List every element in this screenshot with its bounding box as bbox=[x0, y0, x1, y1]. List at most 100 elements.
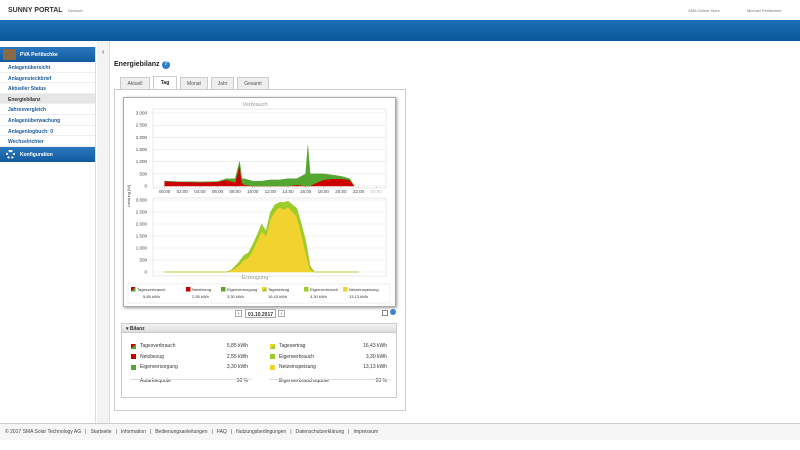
bilanz-header[interactable]: ▾ Bilanz bbox=[122, 324, 396, 333]
gear-icon bbox=[6, 149, 15, 159]
store-link[interactable]: SMA Online Store bbox=[688, 8, 720, 13]
x-tick-label: 02:00 bbox=[177, 189, 189, 194]
legend-icon bbox=[343, 287, 348, 292]
x-tick-label: 20:00 bbox=[335, 189, 347, 194]
chart-title: Erzeugung bbox=[242, 275, 269, 281]
menu-item[interactable]: Energiebilanz bbox=[0, 93, 95, 105]
menu-item[interactable]: Wechselrichter bbox=[0, 136, 95, 147]
bilanz-label: Eigenversorgung bbox=[140, 364, 178, 370]
menu-item[interactable]: Anlagenübersicht bbox=[0, 62, 95, 73]
x-tick-label: 08:00 bbox=[230, 189, 242, 194]
top-bar: SUNNY PORTAL Deutsch SMA Online Store Mi… bbox=[0, 0, 800, 20]
x-tick-label: 18:00 bbox=[318, 189, 330, 194]
menu-item[interactable]: Aktueller Status bbox=[0, 83, 95, 94]
sidebar: PVA Perlitschke Anlagenübersicht Anlagens… bbox=[0, 47, 96, 423]
footer-link[interactable]: Bedienungsanleitungen bbox=[146, 429, 208, 435]
menu-item[interactable]: Anlagenüberwachung bbox=[0, 115, 95, 126]
bilanz-label: Tagesertrag bbox=[279, 343, 306, 349]
bilanz-value: 5,85 kWh bbox=[226, 343, 248, 349]
menu-item[interactable]: Anlagensteckbrief bbox=[0, 73, 95, 84]
x-tick-label: 22:00 bbox=[353, 189, 365, 194]
legend-icon bbox=[304, 287, 309, 292]
export-icon[interactable] bbox=[382, 310, 388, 316]
legend-box bbox=[127, 283, 391, 304]
tab[interactable]: Gesamt bbox=[237, 77, 269, 89]
y-tick-label: 3.000 bbox=[136, 198, 148, 203]
bilanz-label: Netzbezug bbox=[140, 353, 164, 360]
legend-value: 5,85 kWh bbox=[143, 294, 160, 299]
config-header[interactable]: Konfiguration bbox=[0, 146, 95, 162]
legend-icon bbox=[270, 343, 275, 349]
y-tick-label: 500 bbox=[139, 171, 147, 176]
logo: SUNNY PORTAL bbox=[8, 7, 63, 14]
bilanz-label: Tagesverbrauch bbox=[140, 343, 176, 349]
help-icon[interactable]: ? bbox=[162, 61, 170, 69]
legend-icon bbox=[131, 364, 136, 370]
legend-label: Tagesverbrauch bbox=[137, 287, 165, 292]
legend-label: Netzbezug bbox=[192, 287, 211, 292]
bilanz-value: 56 % bbox=[236, 377, 248, 384]
bilanz-value: 3,30 kWh bbox=[365, 353, 387, 360]
bilanz-rule bbox=[130, 379, 252, 380]
next-day[interactable]: › bbox=[278, 310, 285, 317]
blue-band bbox=[0, 20, 800, 41]
tab[interactable]: Jahr bbox=[211, 77, 234, 89]
bilanz-value: 3,30 kWh bbox=[226, 364, 248, 370]
menu-item[interactable]: Jahresvergleich bbox=[0, 104, 95, 115]
copyright: © 2017 SMA Solar Technology AG bbox=[5, 429, 82, 435]
footer: © 2017 SMA Solar Technology AGStartseite… bbox=[0, 423, 800, 440]
language[interactable]: Deutsch bbox=[68, 8, 83, 13]
legend-value: 3,30 kWh bbox=[310, 294, 327, 299]
prev-day[interactable]: ‹ bbox=[235, 310, 242, 317]
collapse-bar[interactable]: ‹ bbox=[97, 41, 110, 423]
area bbox=[164, 200, 359, 273]
y-tick-label: 1.500 bbox=[136, 147, 148, 152]
bilanz-value: 16,43 kWh bbox=[363, 343, 387, 349]
bilanz-label: Netzeinspeisung bbox=[279, 364, 316, 370]
menu-item[interactable]: Anlagenlogbuch: 0 bbox=[0, 126, 95, 137]
collapse-arrow: ‹ bbox=[102, 49, 105, 56]
tab[interactable]: Monat bbox=[180, 77, 208, 89]
y-tick-label: 2.500 bbox=[136, 210, 148, 215]
user-menu[interactable]: Michael Perlitschke bbox=[747, 8, 782, 13]
y-tick-label: 1.000 bbox=[136, 159, 148, 164]
footer-link[interactable]: Information bbox=[112, 429, 146, 435]
footer-link[interactable]: Startseite bbox=[81, 429, 111, 435]
settings-icon[interactable] bbox=[390, 309, 396, 315]
footer-link[interactable]: Impressum bbox=[344, 429, 378, 435]
y-tick-label: 1.000 bbox=[136, 246, 148, 251]
legend-icon bbox=[270, 364, 275, 370]
bilanz-title: Bilanz bbox=[129, 326, 145, 332]
legend-icon bbox=[221, 287, 226, 292]
chart: 0 500 1.000 1.500 2.000 2.500 3.000 00:00 02:00 0… bbox=[126, 102, 391, 304]
x-tick-label: 12:00 bbox=[265, 189, 277, 194]
legend-label: Eigenversorgung bbox=[227, 287, 257, 292]
y-tick-label: 0 bbox=[144, 184, 147, 189]
bilanz-rule bbox=[269, 379, 391, 380]
bilanz-value: 13,13 kWh bbox=[363, 364, 387, 370]
footer-link[interactable]: Datenschutzerklärung bbox=[286, 429, 344, 435]
x-tick-label: 04:00 bbox=[194, 189, 206, 194]
date-field[interactable]: 01.10.2017 bbox=[245, 309, 276, 318]
legend-value: 16,43 kWh bbox=[268, 294, 287, 299]
x-tick-label: 06:00 bbox=[212, 189, 224, 194]
plant-header[interactable]: PVA Perlitschke bbox=[0, 47, 95, 62]
footer-link[interactable]: FAQ bbox=[208, 429, 227, 435]
tab[interactable]: Tag bbox=[153, 76, 177, 89]
y-tick-label: 1.500 bbox=[136, 234, 148, 239]
plant-name: PVA Perlitschke bbox=[20, 52, 58, 58]
y-tick-label: 2.000 bbox=[136, 222, 148, 227]
tab[interactable]: Aktuell bbox=[120, 77, 150, 89]
x-tick-label: 00:00 bbox=[371, 189, 383, 194]
footer-link[interactable]: Nutzungsbedingungen bbox=[227, 429, 286, 435]
plot-area bbox=[152, 108, 387, 189]
legend-label: Tagesertrag bbox=[268, 287, 289, 292]
x-tick-label: 00:00 bbox=[159, 189, 171, 194]
plant-image bbox=[3, 49, 16, 60]
content-panel bbox=[114, 89, 406, 411]
y-tick-label: 2.500 bbox=[136, 123, 148, 128]
y-tick-label: 500 bbox=[139, 258, 147, 263]
legend-icon bbox=[131, 343, 136, 349]
legend-value: 2,55 kWh bbox=[192, 294, 209, 299]
